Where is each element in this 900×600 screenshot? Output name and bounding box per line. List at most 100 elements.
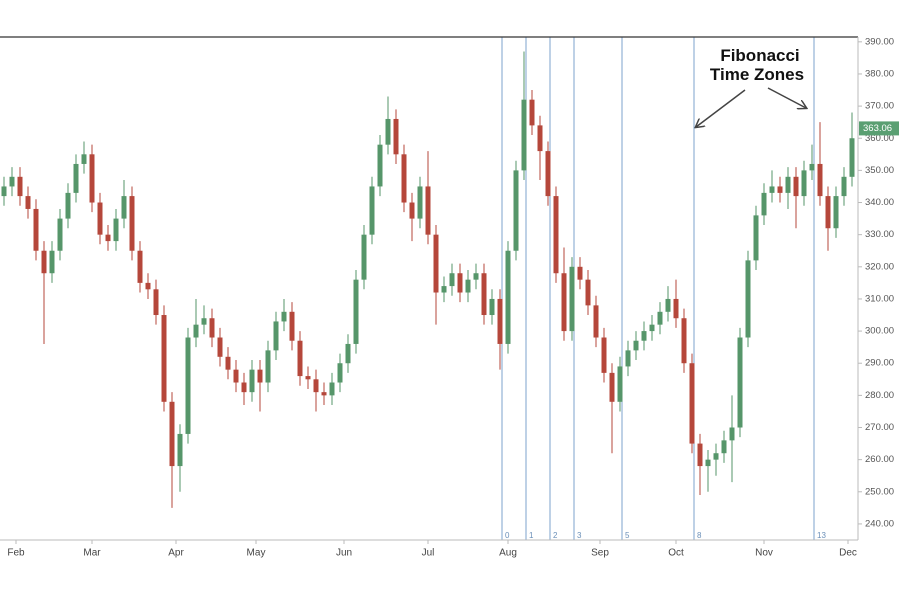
- candle-body: [569, 266, 575, 332]
- candle-body: [185, 337, 191, 434]
- candle-body: [529, 99, 535, 126]
- candle-body: [449, 273, 455, 287]
- candle-body: [761, 192, 767, 216]
- candle-body: [289, 311, 295, 341]
- candle-body: [625, 350, 631, 367]
- candle-body: [369, 186, 375, 235]
- x-tick-label: Feb: [7, 548, 25, 559]
- candle-body: [705, 459, 711, 467]
- candle-body: [345, 343, 351, 364]
- candle-body: [497, 298, 503, 344]
- candle-body: [353, 279, 359, 344]
- candle-body: [313, 379, 319, 393]
- y-tick-label: 250.00: [865, 486, 894, 497]
- candle-body: [337, 363, 343, 383]
- candle-body: [241, 382, 247, 393]
- candle-body: [673, 298, 679, 319]
- x-tick-label: Nov: [755, 548, 773, 559]
- annotation: Fibonacci Time Zones: [696, 46, 806, 127]
- candle-body: [825, 196, 831, 229]
- candle-body: [265, 350, 271, 383]
- candle-body: [257, 369, 263, 383]
- fib-zone-label: 1: [529, 531, 534, 540]
- candle-body: [537, 125, 543, 152]
- y-tick-label: 390.00: [865, 36, 894, 47]
- candle-body: [657, 311, 663, 325]
- candle-body: [273, 321, 279, 351]
- candle-body: [137, 250, 143, 283]
- x-tick-label: May: [247, 548, 266, 559]
- candle-body: [297, 340, 303, 377]
- candle-body: [721, 440, 727, 454]
- fib-zone-label: 8: [697, 531, 702, 540]
- y-tick-label: 280.00: [865, 390, 894, 401]
- x-tick-label: Jul: [422, 548, 435, 559]
- candle-body: [481, 273, 487, 316]
- candle-body: [513, 170, 519, 251]
- candle-body: [633, 340, 639, 351]
- x-tick-label: Apr: [168, 548, 184, 559]
- candle-body: [89, 154, 95, 203]
- candle-body: [401, 154, 407, 203]
- candle-body: [849, 138, 855, 177]
- last-price-label: 363.06: [863, 123, 892, 134]
- last-price-box: [859, 121, 899, 136]
- candle-body: [73, 163, 79, 193]
- candle-body: [609, 372, 615, 402]
- fib-zone-label: 0: [505, 531, 510, 540]
- y-tick-label: 370.00: [865, 101, 894, 112]
- candle-body: [105, 234, 111, 242]
- candle-body: [737, 337, 743, 428]
- axis-layer: 240.00 250.00 260.00 270.00 280.00 290.00 300.…: [0, 36, 899, 559]
- candle-body: [377, 144, 383, 187]
- candle-body: [817, 163, 823, 197]
- candle-body: [153, 289, 159, 316]
- candle-body: [121, 196, 127, 219]
- y-tick-label: 320.00: [865, 261, 894, 272]
- candle-body: [97, 202, 103, 235]
- candle-body: [161, 315, 167, 402]
- candle-body: [793, 176, 799, 197]
- candle-body: [489, 298, 495, 316]
- candle-body: [473, 273, 479, 280]
- x-tick-label: Oct: [668, 548, 684, 559]
- candle-body: [433, 234, 439, 293]
- candle-layer: [1, 51, 855, 508]
- candle-body: [249, 369, 255, 393]
- candle-body: [601, 337, 607, 373]
- candle-body: [17, 176, 23, 197]
- candle-body: [785, 176, 791, 193]
- candle-body: [697, 443, 703, 467]
- candle-body: [113, 218, 119, 242]
- y-tick-label: 350.00: [865, 165, 894, 176]
- candle-body: [225, 356, 231, 370]
- candle-body: [81, 154, 87, 164]
- candle-body: [577, 266, 583, 280]
- candle-body: [177, 433, 183, 467]
- candle-body: [193, 324, 199, 338]
- y-tick-label: 360.00: [865, 133, 894, 144]
- candle-body: [777, 186, 783, 193]
- x-tick-label: Sep: [591, 548, 609, 559]
- candle-body: [641, 331, 647, 341]
- y-tick-label: 260.00: [865, 454, 894, 465]
- candle-body: [689, 363, 695, 444]
- candle-body: [409, 202, 415, 219]
- candle-body: [33, 208, 39, 251]
- candle-body: [505, 250, 511, 344]
- y-tick-label: 290.00: [865, 358, 894, 369]
- y-tick-label: 270.00: [865, 422, 894, 433]
- candle-body: [361, 234, 367, 280]
- candle-body: [393, 118, 399, 155]
- candle-body: [329, 382, 335, 396]
- fib-zone-label: 13: [817, 531, 826, 540]
- candle-body: [465, 279, 471, 293]
- candle-body: [553, 196, 559, 274]
- fib-zone-label: 2: [553, 531, 558, 540]
- annotation-arrow: [696, 89, 746, 127]
- candle-body: [521, 99, 527, 171]
- y-tick-label: 240.00: [865, 518, 894, 529]
- candle-body: [593, 305, 599, 338]
